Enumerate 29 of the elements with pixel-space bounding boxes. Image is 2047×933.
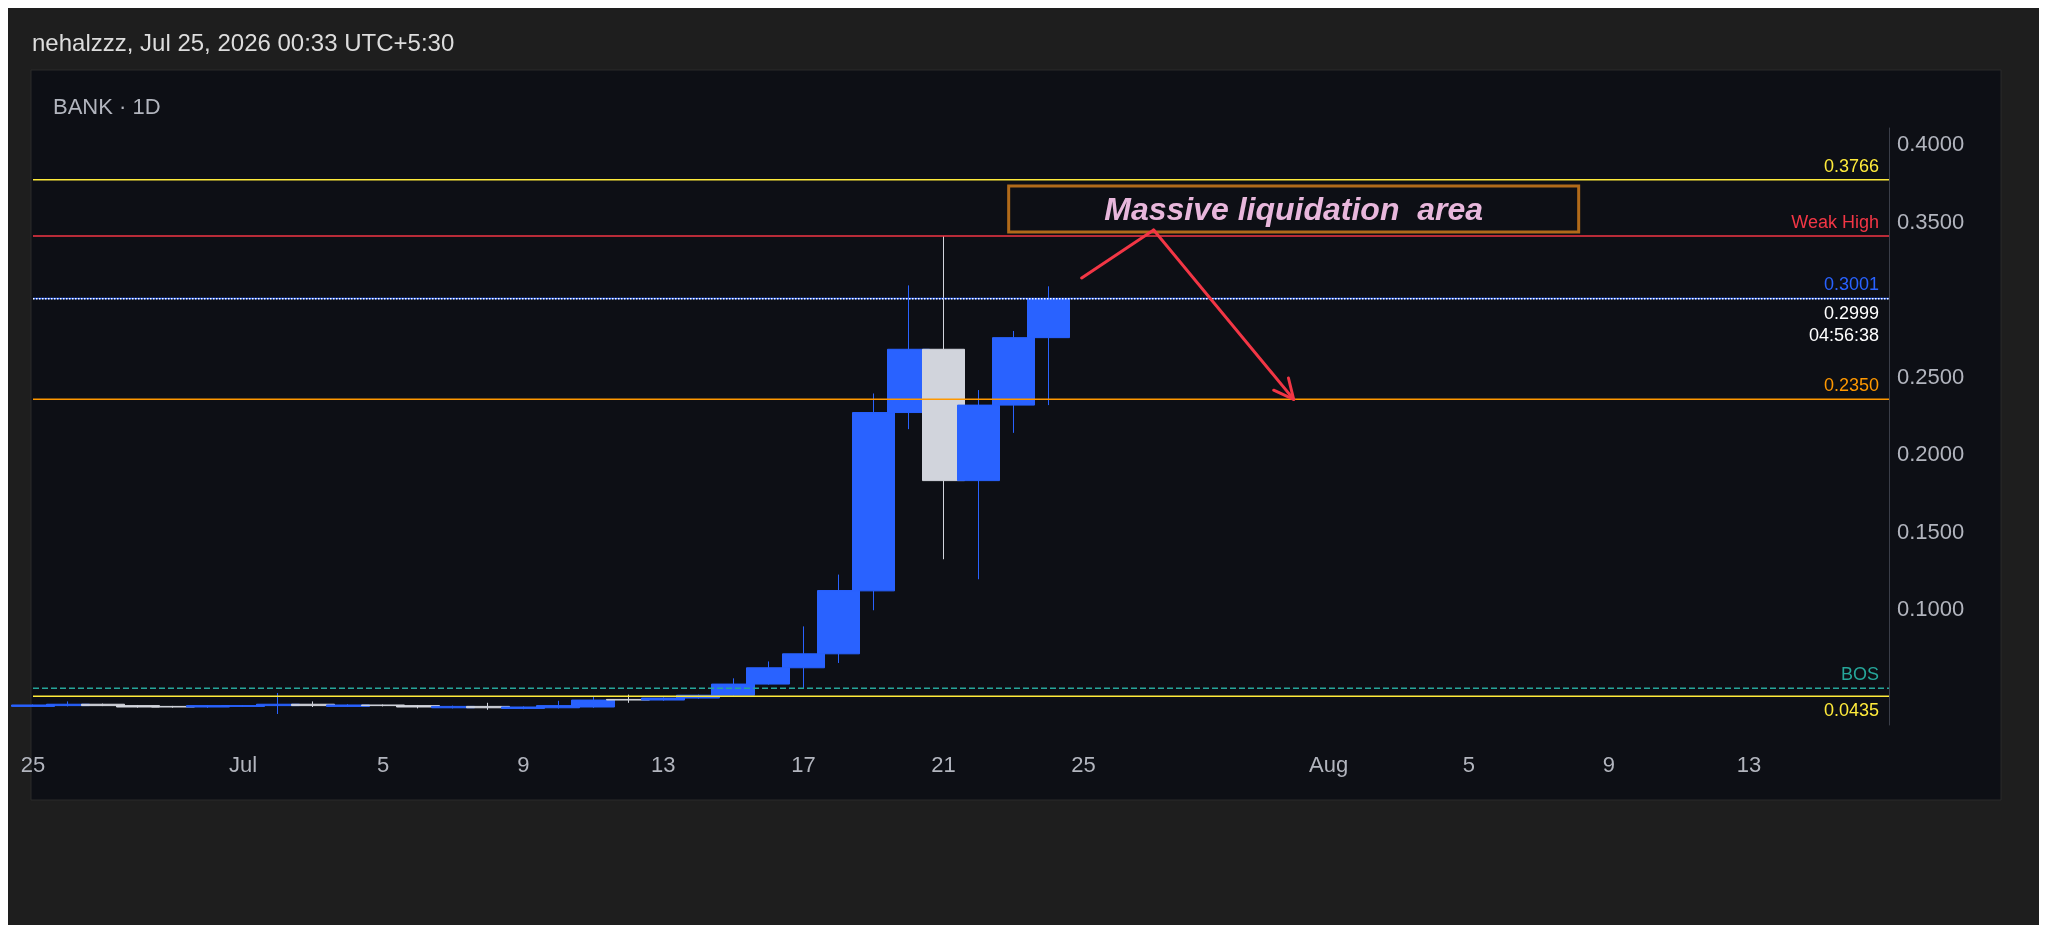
y-tick-label: 0.4000 (1897, 131, 1965, 157)
y-tick-label: 0.1500 (1897, 518, 1965, 544)
ref-line-label: 0.2350 (1823, 375, 1879, 396)
ref-line-label: Weak High (1791, 212, 1879, 233)
ref-line-label: 0.2999 04:56:38 (1808, 302, 1879, 345)
ref-line-label: 0.0435 (1823, 700, 1879, 721)
y-tick-label: 0.3500 (1897, 208, 1965, 234)
y-tick-label: 0.2500 (1897, 363, 1965, 389)
x-tick-label: Jul (229, 751, 258, 777)
x-tick-label: 13 (1736, 751, 1762, 777)
chart-title: BANK · 1D (53, 93, 161, 119)
ref-line-label: BOS (1840, 664, 1879, 685)
x-tick-label: 9 (1602, 751, 1615, 777)
y-tick-label: 0.1000 (1897, 596, 1965, 622)
annotation: Massive liquidation area (1104, 191, 1484, 227)
x-tick-label: 5 (377, 751, 390, 777)
x-tick-label: 25 (20, 751, 46, 777)
text: nehalzzz, Jul 25, 2026 00:33 UTC+5:30 (32, 28, 455, 56)
x-tick-label: Aug (1309, 751, 1349, 777)
x-tick-label: 9 (517, 751, 530, 777)
x-tick-label: 13 (651, 751, 676, 777)
ref-line-label: 0.3766 (1823, 155, 1879, 176)
x-tick-label: 25 (1071, 751, 1096, 777)
x-tick-label: 5 (1462, 751, 1475, 777)
x-tick-label: 17 (791, 751, 816, 777)
x-tick-label: 21 (931, 751, 956, 777)
y-tick-label: 0.2000 (1897, 441, 1965, 467)
ref-line-label: 0.3001 (1823, 274, 1879, 295)
candlestick (326, 703, 370, 708)
